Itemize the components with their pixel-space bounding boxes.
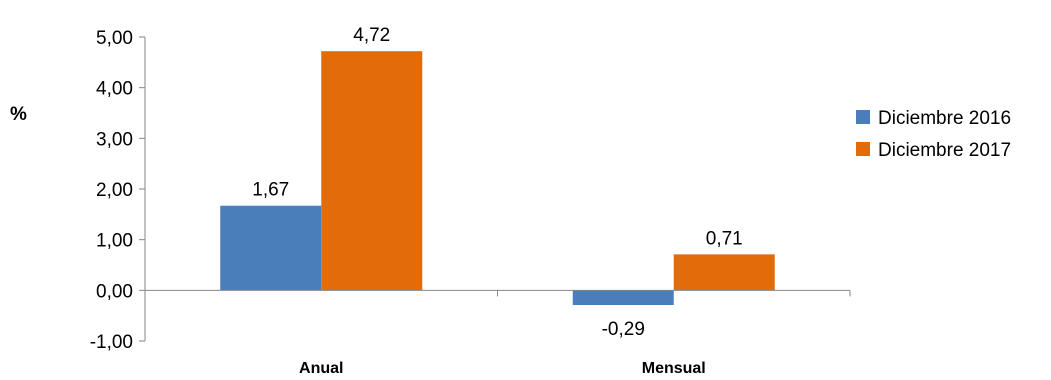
legend: Diciembre 2016 Diciembre 2017 bbox=[856, 108, 1011, 161]
data-label: 4,72 bbox=[353, 25, 390, 46]
bar-diciembre-2017-mensual bbox=[673, 254, 775, 291]
legend-label: Diciembre 2017 bbox=[878, 140, 1011, 161]
y-tick-label: 5,00 bbox=[96, 28, 133, 49]
data-label: -0,29 bbox=[602, 319, 645, 340]
legend-swatch bbox=[856, 142, 870, 156]
y-tick-label: 3,00 bbox=[96, 129, 133, 150]
y-axis-label: % bbox=[10, 104, 27, 125]
bar-diciembre-2016-anual bbox=[220, 205, 322, 291]
data-label: 0,71 bbox=[706, 228, 743, 249]
bar-diciembre-2016-mensual bbox=[572, 290, 674, 306]
y-tick-label: 2,00 bbox=[96, 180, 133, 201]
y-tick-label: 4,00 bbox=[96, 79, 133, 100]
legend-swatch bbox=[856, 110, 870, 124]
y-tick-label: 0,00 bbox=[96, 281, 133, 302]
data-label: 1,67 bbox=[252, 180, 289, 201]
x-category-label: Anual bbox=[299, 360, 343, 377]
y-tick-label: 1,00 bbox=[96, 231, 133, 252]
x-category-label: Mensual bbox=[642, 360, 706, 377]
legend-label: Diciembre 2016 bbox=[878, 108, 1011, 129]
y-tick-label: -1,00 bbox=[90, 332, 133, 353]
bar-diciembre-2017-anual bbox=[321, 51, 423, 291]
